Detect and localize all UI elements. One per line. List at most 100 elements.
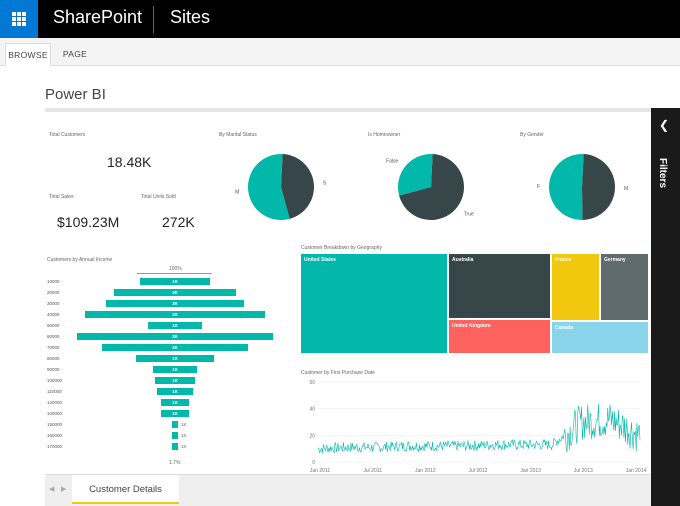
- chevron-left-icon[interactable]: ❮: [659, 118, 670, 132]
- treemap-label: United States: [304, 257, 336, 263]
- pie-slice-label: M: [235, 189, 239, 195]
- funnel-value-label: 2K: [172, 345, 178, 350]
- page-title: Power BI: [45, 86, 106, 103]
- funnel-value-label: 1K: [172, 356, 178, 361]
- funnel-top-label: 100%: [169, 266, 182, 272]
- funnel-bar[interactable]: [172, 432, 178, 439]
- brand-divider: [153, 6, 154, 33]
- funnel-value-label: 1K: [172, 400, 178, 405]
- filters-label[interactable]: Filters: [657, 158, 668, 189]
- funnel-bar[interactable]: [84, 311, 266, 318]
- line-series[interactable]: [317, 403, 641, 454]
- funnel-category-label: 10000: [47, 279, 60, 284]
- treemap-chart[interactable]: United States Australia France Germany U…: [300, 253, 649, 354]
- funnel-value-label: 1K: [181, 444, 187, 449]
- pie-title-gender: By Gender: [520, 132, 544, 138]
- y-tick-label: 20: [309, 433, 315, 439]
- funnel-value-label: 3K: [172, 301, 178, 306]
- line-chart-title: Customer by First Purchase Date: [301, 370, 375, 376]
- funnel-category-label: 110000: [47, 389, 62, 394]
- x-tick-label: Jan 2012: [415, 468, 436, 474]
- pie-title-homeowner: Is Homeowner: [368, 132, 401, 138]
- funnel-bar[interactable]: [153, 366, 197, 373]
- pie-slice[interactable]: [549, 154, 584, 220]
- funnel-category-label: 40000: [47, 312, 60, 317]
- funnel-value-label: 1K: [172, 323, 178, 328]
- app-launcher-button[interactable]: [0, 0, 38, 38]
- funnel-chart[interactable]: 100% 1.7% 10000 1K 20000 3K 30000 3K 40000 3K 50…: [45, 264, 295, 469]
- funnel-category-label: 90000: [47, 367, 60, 372]
- funnel-bar[interactable]: [172, 421, 178, 428]
- tab-page[interactable]: PAGE: [62, 49, 88, 59]
- funnel-bar[interactable]: [161, 399, 189, 406]
- funnel-bar[interactable]: [106, 300, 244, 307]
- treemap-cell-germany[interactable]: Germany: [600, 253, 649, 321]
- funnel-bar[interactable]: [147, 322, 203, 329]
- funnel-bar[interactable]: [157, 388, 193, 395]
- tab-browse[interactable]: BROWSE: [5, 43, 51, 66]
- treemap-cell-canada[interactable]: Canada: [551, 321, 649, 354]
- funnel-title: Customers by Annual Income: [47, 257, 113, 263]
- funnel-bar[interactable]: [172, 443, 178, 450]
- treemap-cell-united-states[interactable]: United States: [300, 253, 448, 354]
- funnel-top-rule: [137, 273, 212, 274]
- funnel-category-label: 50000: [47, 323, 60, 328]
- total-units-label: Total Units Sold: [141, 194, 176, 200]
- site-link[interactable]: Sites: [170, 7, 211, 27]
- funnel-bar[interactable]: [155, 377, 195, 384]
- funnel-bar[interactable]: [102, 344, 248, 351]
- treemap-label: Germany: [604, 257, 626, 263]
- report-page-bar: ◀ ▶ Customer Details: [45, 474, 651, 506]
- app-name[interactable]: SharePoint: [53, 7, 143, 27]
- total-sales-label: Total Sales: [49, 194, 74, 200]
- y-tick-label: 0: [312, 460, 315, 466]
- pie-title-marital: By Marital Status: [219, 132, 257, 138]
- x-tick-label: Jul 2013: [574, 468, 593, 474]
- total-customers-label: Total Customers: [49, 132, 86, 138]
- pie-slice[interactable]: [281, 154, 314, 219]
- total-customers-value: 18.48K: [107, 154, 152, 170]
- pie-slice[interactable]: [248, 154, 290, 221]
- pie-slice[interactable]: [397, 154, 433, 196]
- treemap-cell-united-kingdom[interactable]: United Kingdom: [448, 319, 551, 354]
- funnel-category-label: 170000: [47, 444, 63, 449]
- funnel-category-label: 150000: [47, 422, 63, 427]
- funnel-category-label: 130000: [47, 411, 63, 416]
- title-divider: [45, 108, 651, 112]
- treemap-label: France: [555, 257, 572, 263]
- funnel-bar[interactable]: [139, 278, 211, 285]
- pie-slice-label: False: [386, 159, 398, 165]
- x-tick-label: Jan 2014: [626, 468, 647, 474]
- funnel-category-label: 100000: [47, 378, 63, 383]
- funnel-bar[interactable]: [114, 289, 236, 296]
- total-sales-value: $109.23M: [57, 214, 120, 230]
- prev-page-icon[interactable]: ◀: [49, 486, 55, 493]
- total-units-value: 272K: [162, 214, 195, 230]
- treemap-cell-australia[interactable]: Australia: [448, 253, 551, 319]
- page-tab-customer-details[interactable]: Customer Details: [72, 475, 179, 504]
- treemap-cell-france[interactable]: France: [551, 253, 600, 321]
- funnel-bar[interactable]: [161, 410, 189, 417]
- funnel-category-label: 160000: [47, 433, 63, 438]
- treemap-label: United Kingdom: [452, 323, 491, 329]
- x-tick-label: Jul 2012: [469, 468, 488, 474]
- y-tick-label: 40: [309, 407, 315, 413]
- funnel-category-label: 30000: [47, 301, 60, 306]
- ribbon: BROWSE PAGE: [0, 38, 680, 66]
- pie-slice[interactable]: [399, 154, 464, 220]
- funnel-bar[interactable]: [135, 355, 215, 362]
- pie-charts[interactable]: S M True False M F: [45, 114, 651, 234]
- next-page-icon[interactable]: ▶: [61, 486, 67, 493]
- pie-slice-label: True: [464, 211, 474, 217]
- funnel-bar[interactable]: [77, 333, 273, 340]
- funnel-value-label: 1K: [172, 411, 178, 416]
- funnel-category-label: 70000: [47, 345, 60, 350]
- line-chart[interactable]: 60 40 20 0 Jan 2011 Jul 2011 Jan 2012 Jul 2012 J…: [300, 376, 649, 476]
- funnel-category-label: 120000: [47, 400, 63, 405]
- treemap-label: Australia: [452, 257, 474, 263]
- pie-slice[interactable]: [582, 154, 616, 220]
- treemap-title: Customer Breakdown by Geography: [301, 245, 382, 251]
- x-tick-label: Jan 2011: [310, 468, 330, 474]
- filters-pane[interactable]: ❮ Filters: [651, 108, 680, 506]
- funnel-value-label: 1K: [172, 279, 178, 284]
